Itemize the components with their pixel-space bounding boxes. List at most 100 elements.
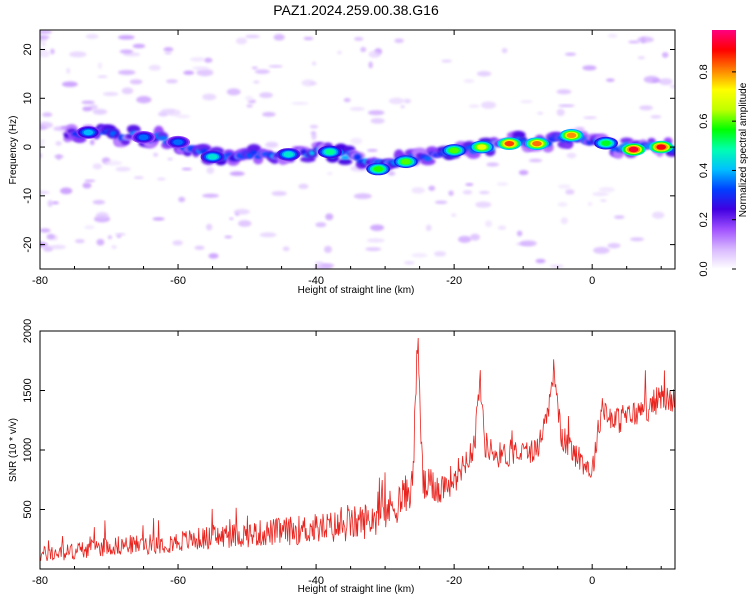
spectrogram-panel: -80 -60 -40 -20 0 20 10 0 -10 -20 Height of strai…	[8, 29, 676, 296]
spectrogram-noise-cell	[556, 89, 572, 95]
spectrogram-noise-cell	[566, 152, 577, 159]
spectrogram-noise-cell	[448, 190, 454, 196]
spectrogram-noise-cell	[118, 35, 135, 40]
spectrogram-image	[40, 30, 675, 269]
spectrogram-noise-cell	[560, 217, 568, 225]
spectrogram-noise-cell	[592, 191, 609, 197]
spectrogram-ridge-core	[250, 150, 258, 155]
spectrogram-y-tick-label: 10	[22, 92, 34, 104]
snr-x-tick-label: -80	[32, 575, 48, 587]
spectrogram-noise-cell	[194, 245, 205, 250]
spectrogram-noise-cell	[652, 211, 665, 219]
spectrogram-noise-cell	[640, 37, 646, 44]
spectrogram-noise-cell	[303, 36, 314, 41]
spectrogram-noise-cell	[388, 97, 405, 105]
spectrogram-noise-cell	[583, 116, 597, 120]
spectrogram-noise-cell	[475, 201, 492, 208]
spectrogram-noise-cell	[237, 220, 252, 227]
spectrogram-noise-cell	[291, 101, 309, 105]
spectrogram-noise-cell	[428, 185, 436, 191]
spectrogram-noise-cell	[47, 200, 53, 207]
spectrogram-noise-cell	[343, 98, 351, 103]
spectrogram-noise-cell	[152, 217, 165, 221]
spectrogram-noise-cell	[82, 182, 92, 189]
spectrogram-noise-cell	[630, 237, 644, 242]
spectrogram-noise-cell	[400, 105, 405, 109]
spectrogram-noise-cell	[50, 244, 66, 250]
spectrogram-noise-cell	[639, 105, 653, 111]
spectrogram-noise-cell	[273, 34, 285, 41]
spectrogram-noise-cell	[192, 66, 210, 70]
spectrogram-x-tick-label: -20	[446, 275, 462, 287]
spectrogram-noise-cell	[337, 50, 342, 55]
spectrogram-peak	[601, 140, 611, 146]
spectrogram-noise-cell	[479, 191, 490, 195]
spectrogram-noise-cell	[204, 57, 213, 63]
snr-y-tick-label: 2000	[22, 319, 34, 343]
spectrogram-noise-cell	[368, 50, 381, 58]
snr-x-axis-label: Height of straight line (km)	[298, 584, 415, 595]
colorbar-tick-label: 0.6	[698, 114, 710, 129]
spectrogram-noise-cell	[462, 190, 473, 195]
spectrogram-noise-cell	[96, 238, 105, 246]
spectrogram-noise-cell	[367, 149, 378, 152]
spectrogram-noise-cell	[164, 51, 172, 55]
spectrogram-noise-cell	[282, 246, 290, 252]
spectrogram-noise-cell	[528, 158, 543, 163]
spectrogram-noise-cell	[118, 69, 136, 75]
spectrogram-x-axis-label: Height of straight line (km)	[298, 285, 415, 296]
spectrogram-peak	[476, 144, 487, 150]
spectrogram-noise-cell	[354, 36, 364, 41]
snr-panel: -80 -60 -40 -20 0 500 1000 1500 2000 Height of s…	[8, 319, 676, 595]
spectrogram-noise-cell	[265, 141, 279, 148]
spectrogram-noise-cell	[600, 199, 607, 202]
spectrogram-noise-cell	[226, 88, 241, 96]
spectrogram-noise-cell	[85, 33, 99, 39]
spectrogram-ridge-cell	[337, 158, 353, 165]
spectrogram-peak	[566, 132, 577, 139]
spectrogram-noise-cell	[574, 126, 585, 131]
spectrogram-noise-cell	[607, 33, 618, 38]
spectrogram-noise-cell	[55, 141, 62, 146]
spectrogram-frame	[39, 29, 676, 270]
snr-y-tick-label: 1500	[22, 378, 34, 402]
spectrogram-y-tick-label: -10	[22, 188, 34, 204]
chart-title: PAZ1.2024.259.00.38.G16	[273, 2, 439, 18]
spectrogram-noise-cell	[403, 98, 411, 104]
spectrogram-noise-cell	[92, 108, 108, 115]
spectrogram-noise-cell	[111, 245, 117, 249]
snr-y-tick-label: 1000	[22, 438, 34, 462]
spectrogram-noise-cell	[651, 78, 662, 83]
spectrogram-noise-cell	[370, 117, 385, 124]
spectrogram-noise-cell	[245, 95, 254, 101]
spectrogram-noise-cell	[84, 225, 95, 230]
spectrogram-noise-cell	[84, 179, 96, 183]
spectrogram-noise-cell	[167, 157, 173, 161]
colorbar: 0.0 0.2 0.4 0.6 0.8 Normalized spectral ampl…	[698, 30, 749, 277]
spectrogram-y-tick-label: 20	[22, 43, 34, 55]
snr-x-tick-label: 0	[589, 575, 595, 587]
spectrogram-noise-cell	[262, 111, 276, 117]
spectrogram-noise-cell	[312, 61, 317, 66]
spectrogram-noise-cell	[598, 186, 615, 193]
spectrogram-peak	[628, 146, 639, 153]
spectrogram-noise-cell	[115, 166, 131, 172]
spectrogram-noise-cell	[206, 223, 213, 231]
spectrogram-noise-cell	[206, 166, 215, 174]
spectrogram-noise-cell	[365, 247, 382, 252]
spectrogram-noise-cell	[157, 177, 166, 181]
spectrogram-peak	[504, 140, 515, 147]
spectrogram-noise-cell	[476, 71, 492, 77]
spectrogram-noise-cell	[470, 233, 480, 241]
spectrogram-noise-cell	[74, 239, 85, 244]
spectrogram-noise-cell	[172, 240, 183, 246]
spectrogram-noise-cell	[309, 82, 318, 85]
spectrogram-noise-cell	[537, 111, 544, 115]
colorbar-tick-label: 0.8	[698, 64, 710, 79]
spectrogram-y-tick-label: -20	[22, 237, 34, 253]
spectrogram-noise-cell	[480, 101, 497, 109]
spectrogram-noise-cell	[309, 124, 319, 129]
spectrogram-y-axis-label: Frequency (Hz)	[8, 116, 19, 185]
spectrogram-noise-cell	[229, 171, 245, 176]
